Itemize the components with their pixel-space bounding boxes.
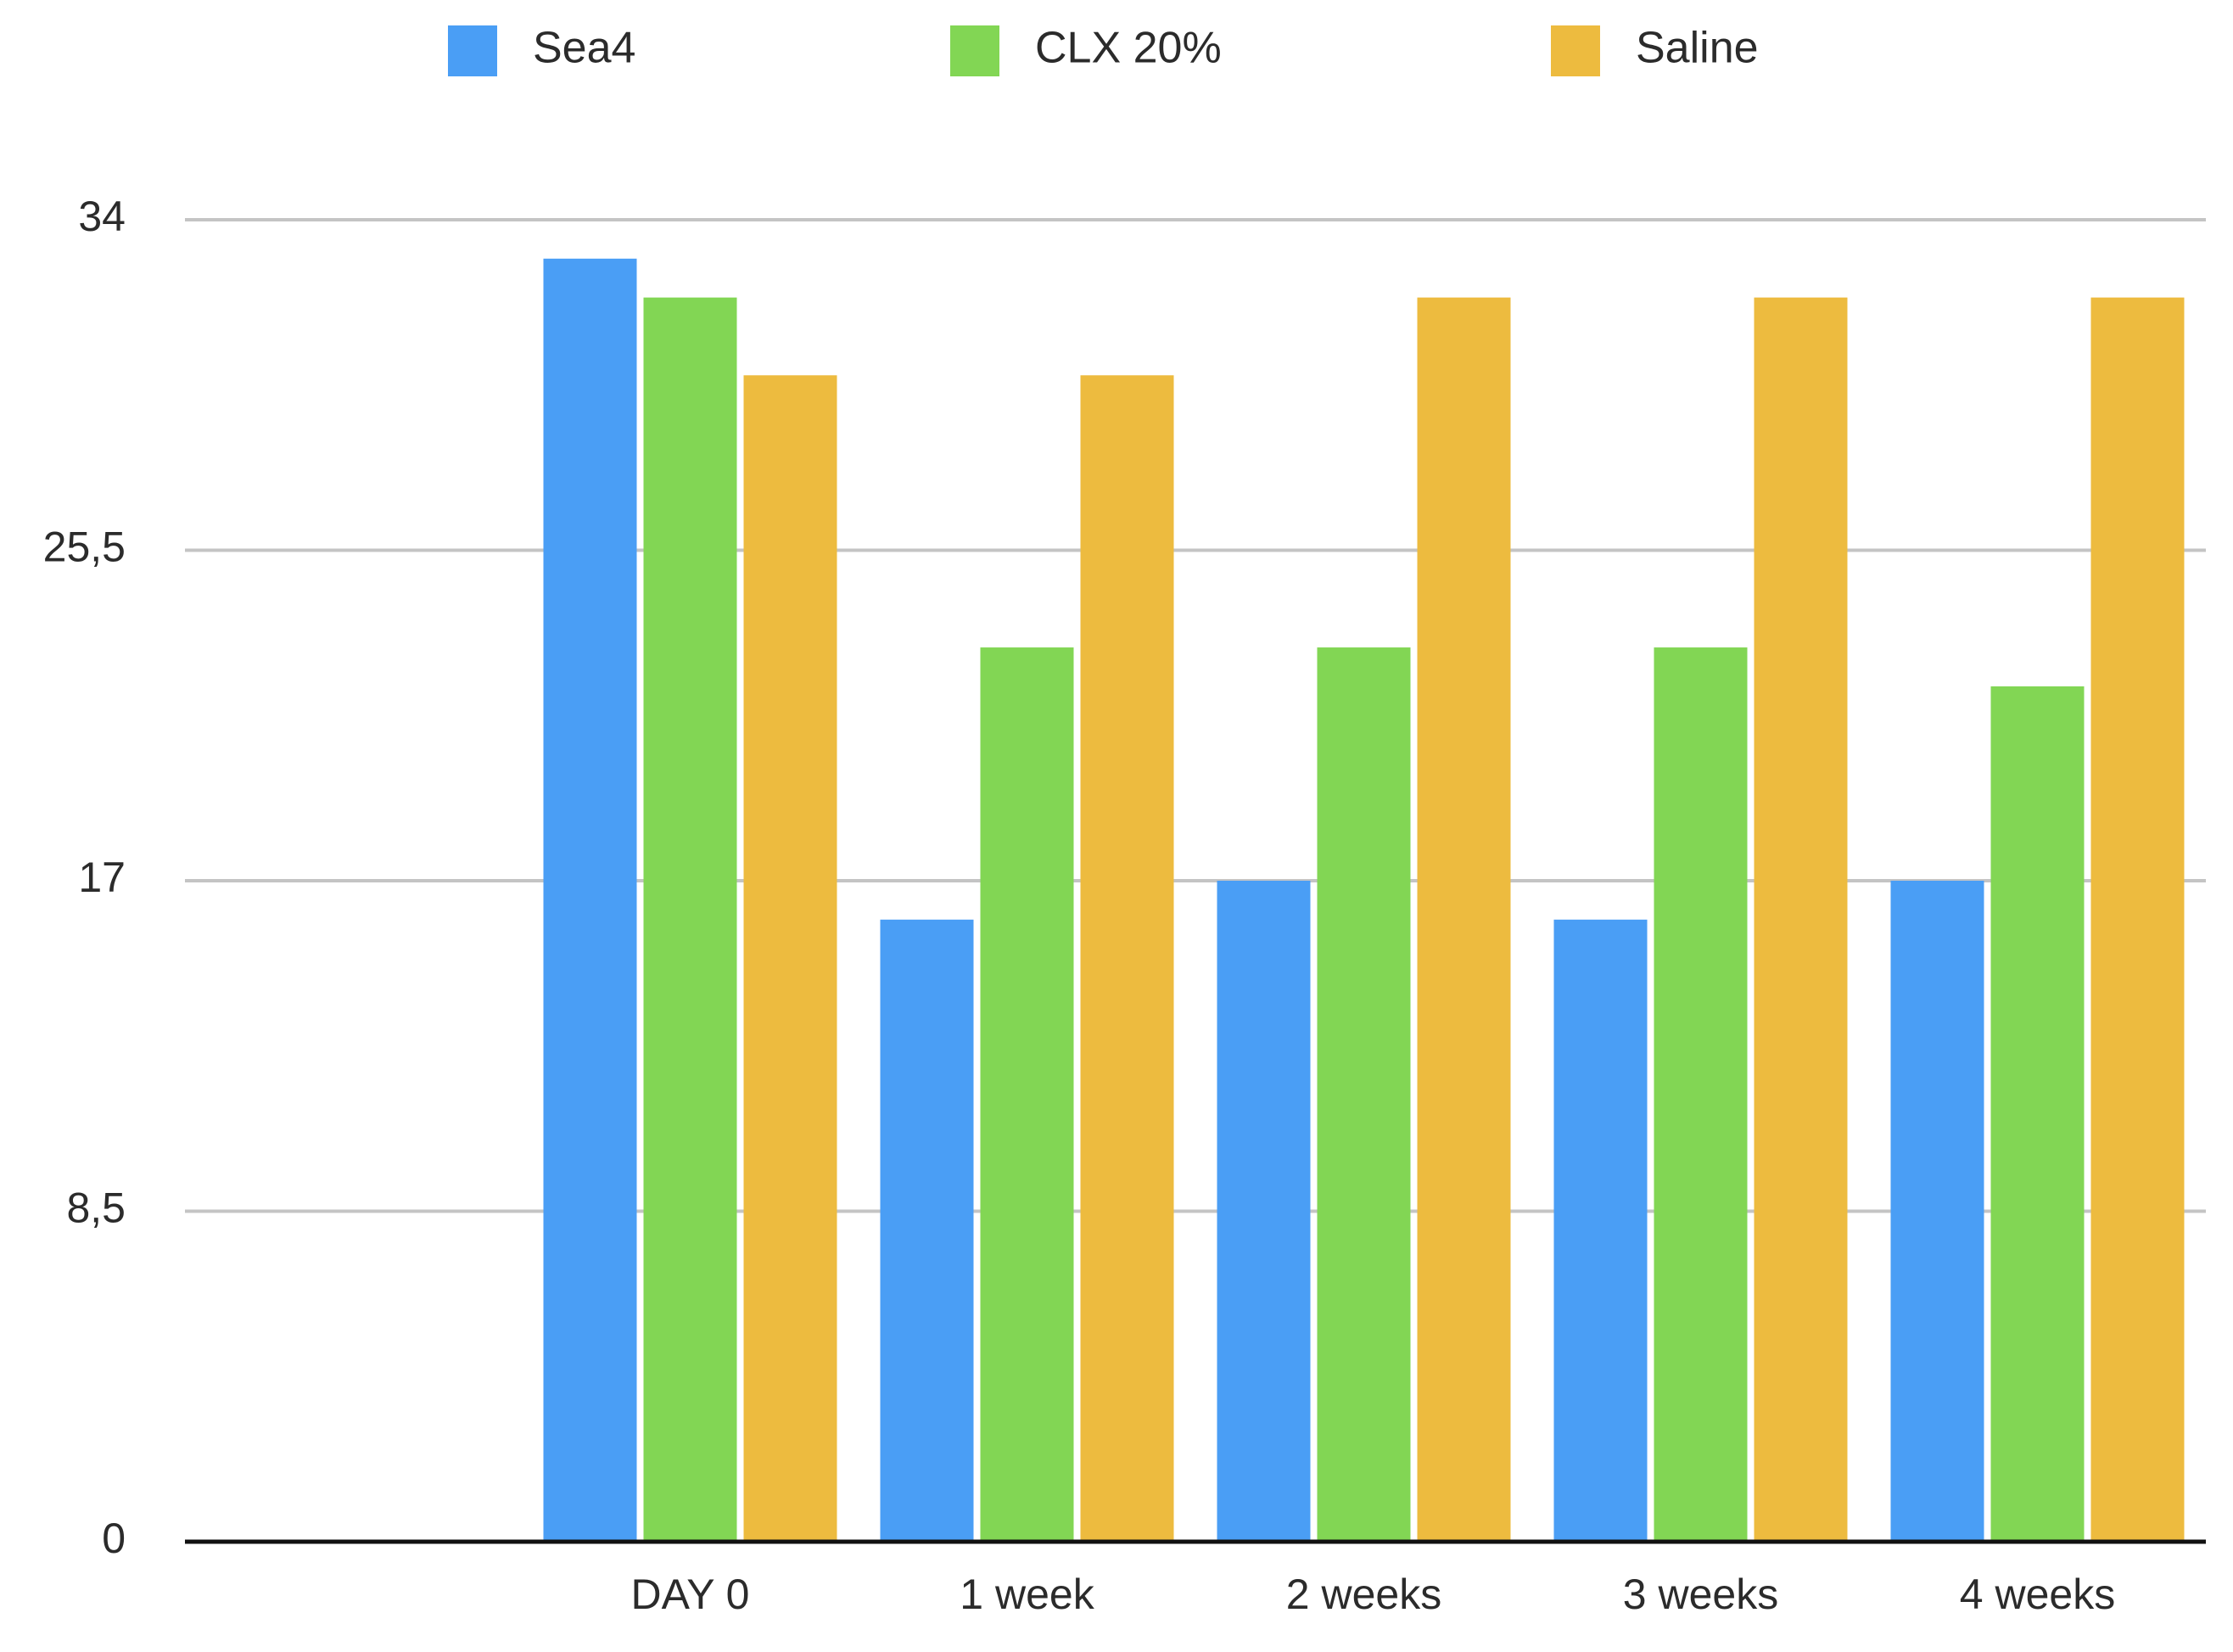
y-tick-label: 0	[102, 1515, 126, 1562]
legend: Sea4 CLX 20% Saline	[448, 24, 1759, 76]
x-tick-label: 3 weeks	[1623, 1571, 1778, 1618]
legend-label-saline: Saline	[1636, 24, 1759, 73]
legend-swatch-clx-20	[950, 25, 999, 76]
bar-saline-3-weeks	[1754, 297, 1848, 1542]
bar-saline-day-0	[743, 375, 837, 1542]
bars	[543, 258, 2185, 1543]
bar-clx-20-1-week	[980, 647, 1074, 1542]
bar-sea4-4-weeks	[1890, 881, 1984, 1542]
y-tick-label: 17	[78, 854, 126, 901]
bar-clx-20-3-weeks	[1654, 647, 1748, 1542]
x-tick-label: 1 week	[960, 1571, 1094, 1618]
axes: 0 8,5 17 25,5 34 DAY 0 1 week 2 weeks 3 weeks 4 w…	[43, 193, 2206, 1618]
legend-label-clx-20: CLX 20%	[1035, 24, 1222, 73]
bar-sea4-day-0	[543, 258, 637, 1543]
bar-saline-4-weeks	[2090, 297, 2185, 1542]
y-tick-label: 8,5	[66, 1184, 126, 1232]
bar-sea4-3-weeks	[1553, 919, 1648, 1542]
gridlines	[185, 218, 2206, 1213]
bar-sea4-1-week	[880, 919, 974, 1542]
y-tick-label: 34	[78, 193, 126, 240]
bar-saline-2-weeks	[1417, 297, 1511, 1542]
legend-label-sea4: Sea4	[533, 24, 635, 73]
x-tick-label: 4 weeks	[1960, 1571, 2115, 1618]
bar-clx-20-4-weeks	[1990, 686, 2085, 1542]
bar-clx-20-2-weeks	[1317, 647, 1411, 1542]
bar-clx-20-day-0	[643, 297, 737, 1542]
legend-swatch-saline	[1551, 25, 1600, 76]
bar-sea4-2-weeks	[1217, 881, 1311, 1542]
x-tick-label: 2 weeks	[1286, 1571, 1441, 1618]
legend-swatch-sea4	[448, 25, 497, 76]
x-tick-label: DAY 0	[631, 1571, 750, 1618]
y-tick-label: 25,5	[43, 524, 126, 571]
bar-saline-1-week	[1080, 375, 1174, 1542]
